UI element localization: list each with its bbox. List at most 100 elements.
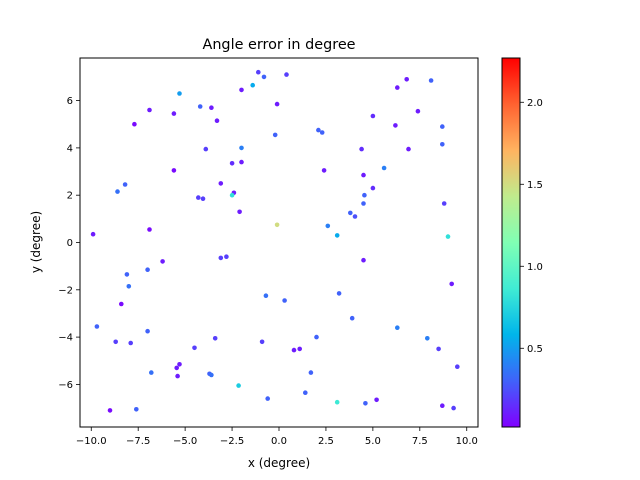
scatter-point: [149, 370, 154, 375]
scatter-point: [119, 301, 124, 307]
scatter-point: [440, 403, 445, 409]
scatter-point: [113, 339, 118, 345]
plot-area: −10.0 −7.5 −5.0 −2.5 0.0 2.5 5.0 7.5 10.0 −6 −4 −2…: [58, 57, 479, 447]
y-tick-label: −6: [58, 380, 73, 391]
scatter-point: [362, 192, 367, 198]
scatter-point: [214, 118, 220, 123]
scatter-point: [196, 195, 201, 200]
x-tick-label: −10.0: [76, 436, 107, 447]
y-axis-label: y (degree): [29, 211, 43, 273]
scatter-point: [237, 209, 242, 215]
scatter-point: [441, 201, 447, 206]
scatter-point: [128, 340, 133, 346]
scatter-point: [224, 254, 229, 259]
scatter-point: [171, 168, 177, 173]
scatter-point: [192, 345, 197, 351]
scatter-point: [197, 104, 203, 109]
x-axis-label: x (degree): [248, 456, 310, 470]
scatter-point: [265, 396, 271, 401]
scatter-point: [415, 108, 421, 114]
scatter-point: [147, 107, 152, 113]
scatter-point: [147, 227, 152, 232]
colorbar: 0.5 1.0 1.5 2.0: [501, 57, 543, 428]
scatter-point: [440, 124, 445, 129]
scatter-point: [316, 127, 321, 133]
scatter-point: [274, 101, 280, 107]
scatter-point: [134, 407, 139, 412]
scatter-point: [239, 145, 244, 151]
scatter-point: [352, 214, 358, 219]
scatter-point: [359, 146, 364, 152]
scatter-point: [209, 372, 214, 378]
scatter-point: [314, 334, 319, 340]
scatter-point: [212, 336, 218, 341]
scatter-point: [445, 234, 451, 239]
scatter-point: [361, 172, 366, 178]
scatter-point: [177, 91, 182, 96]
scatter-point: [303, 390, 308, 396]
scatter-point: [425, 336, 430, 341]
scatter-point: [259, 339, 265, 345]
y-tick-label: −2: [58, 285, 73, 296]
scatter-point: [370, 185, 376, 191]
scatter-point: [124, 272, 130, 277]
scatter-point: [200, 196, 206, 201]
scatter-point: [229, 161, 235, 166]
scatter-point: [239, 87, 244, 93]
scatter-point: [209, 105, 214, 110]
y-tick-label: −4: [58, 333, 73, 344]
y-axis: −6 −4 −2 0 2 4 6: [58, 96, 80, 391]
scatter-point: [361, 257, 366, 263]
scatter-point: [319, 130, 325, 135]
scatter-point: [404, 77, 410, 82]
scatter-point: [263, 293, 269, 299]
y-tick-label: 0: [67, 238, 73, 249]
scatter-point: [272, 132, 278, 138]
scatter-point: [218, 181, 224, 186]
y-tick-label: 4: [67, 143, 73, 154]
y-tick-label: 6: [67, 96, 73, 107]
scatter-point: [436, 346, 441, 352]
x-tick-label: −2.5: [220, 436, 244, 447]
scatter-point: [348, 210, 353, 216]
scatter-point: [145, 267, 150, 273]
scatter-point: [370, 113, 376, 119]
x-tick-label: 5.0: [365, 436, 381, 447]
x-tick-label: 7.5: [412, 436, 428, 447]
scatter-point: [145, 328, 150, 334]
colorbar-tick-label: 2.0: [527, 98, 543, 109]
colorbar-tick-label: 0.5: [527, 344, 543, 355]
axes-frame: [79, 57, 479, 428]
scatter-point: [449, 281, 455, 287]
scatter-point: [177, 362, 182, 367]
scatter-point: [291, 347, 297, 353]
scatter-point: [203, 146, 209, 152]
scatter-point: [175, 373, 180, 379]
scatter-point: [381, 165, 387, 171]
scatter-point: [321, 168, 327, 173]
scatter-point: [239, 159, 244, 165]
scatter-point: [107, 408, 113, 413]
scatter-point: [126, 284, 132, 289]
scatter-point: [334, 399, 340, 405]
scatter-point: [325, 223, 331, 229]
scatter-point: [428, 78, 434, 83]
scatter-point: [90, 231, 96, 237]
scatter-point: [284, 72, 289, 77]
scatter-point: [171, 111, 177, 116]
scatter-point: [282, 298, 287, 303]
scatter-point: [132, 121, 137, 127]
scatter-point: [349, 315, 355, 321]
scatter-point: [451, 405, 456, 411]
scatter-point: [334, 233, 340, 238]
scatter-point: [274, 222, 280, 228]
scatter-point: [229, 192, 235, 198]
scatter-point: [395, 325, 400, 331]
scatter-point: [361, 201, 366, 206]
scatter-point: [393, 123, 398, 128]
chart-title: Angle error in degree: [202, 37, 355, 53]
scatter-point: [255, 69, 261, 75]
scatter-point: [406, 146, 411, 152]
scatter-point: [455, 364, 460, 370]
